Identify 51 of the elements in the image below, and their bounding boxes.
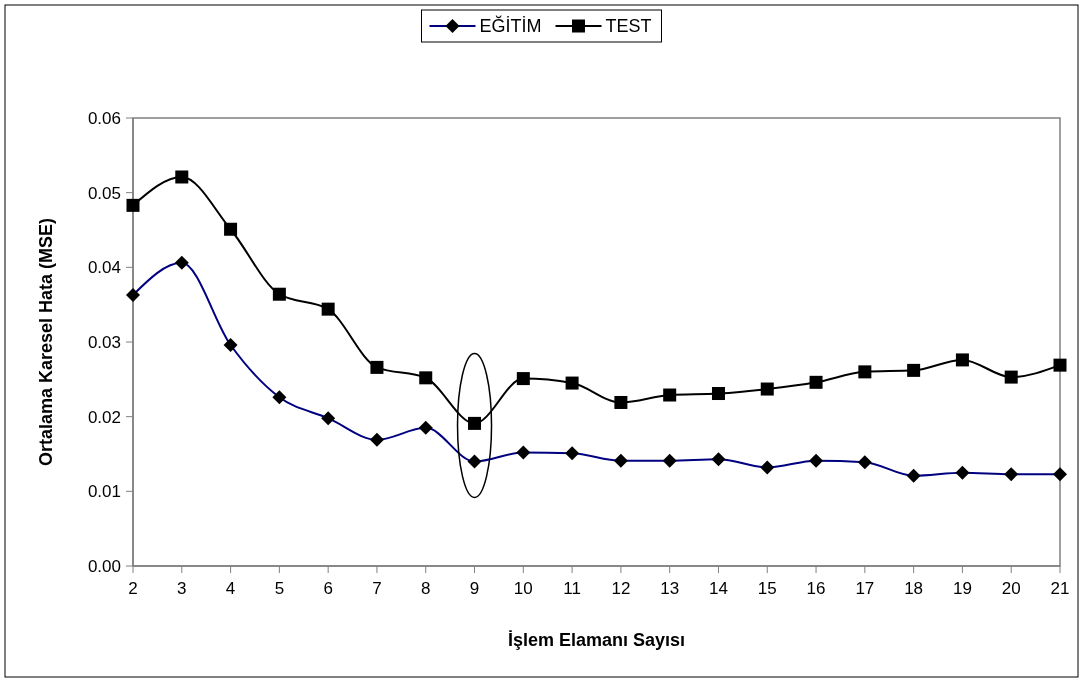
x-tick-label: 15 xyxy=(757,579,777,598)
y-axis-title: Ortalama Karesel Hata (MSE) xyxy=(36,217,56,467)
x-tick-label: 12 xyxy=(611,579,631,598)
point xyxy=(321,302,335,316)
point xyxy=(175,170,189,184)
point xyxy=(370,360,384,374)
point xyxy=(663,388,677,402)
x-tick-label: 14 xyxy=(709,579,728,598)
x-tick-label: 20 xyxy=(1001,579,1021,598)
point xyxy=(1053,358,1067,372)
x-tick-label: 4 xyxy=(225,579,236,598)
y-tick-label: 0.03 xyxy=(87,332,121,352)
x-tick-label: 21 xyxy=(1050,579,1070,598)
x-tick-label: 18 xyxy=(904,579,924,598)
point xyxy=(809,375,823,389)
y-tick-label: 0.04 xyxy=(87,258,121,278)
y-tick-label: 0.01 xyxy=(87,482,121,502)
y-tick-label: 0.02 xyxy=(87,407,121,427)
x-tick-label: 5 xyxy=(274,579,285,598)
x-tick-label: 19 xyxy=(952,579,972,598)
x-tick-label: 7 xyxy=(372,579,382,598)
y-tick-label: 0.05 xyxy=(87,183,121,203)
legend-label: EĞİTİM xyxy=(479,15,542,37)
x-axis-title: İşlem Elamanı Sayısı xyxy=(507,630,686,650)
point xyxy=(272,287,286,301)
x-tick-label: 17 xyxy=(855,579,875,598)
point xyxy=(760,382,774,396)
point xyxy=(565,376,579,390)
point xyxy=(614,395,628,409)
point xyxy=(468,416,482,430)
point xyxy=(516,372,530,386)
point xyxy=(955,353,969,367)
point xyxy=(858,365,872,379)
y-tick-label: 0.00 xyxy=(87,556,121,576)
x-tick-label: 6 xyxy=(323,579,333,598)
x-tick-label: 9 xyxy=(469,579,480,598)
legend-label: TEST xyxy=(605,16,652,37)
x-tick-label: 10 xyxy=(513,579,533,598)
x-tick-label: 16 xyxy=(806,579,826,598)
point xyxy=(126,198,140,212)
x-tick-label: 2 xyxy=(128,579,138,598)
point xyxy=(711,387,725,401)
point xyxy=(1004,370,1018,384)
x-tick-label: 11 xyxy=(563,579,581,598)
y-tick-label: 0.06 xyxy=(87,108,121,128)
point xyxy=(224,222,238,236)
point xyxy=(419,371,433,385)
x-tick-label: 13 xyxy=(660,579,680,598)
x-tick-label: 8 xyxy=(421,579,431,598)
x-tick-label: 3 xyxy=(177,579,187,598)
point xyxy=(907,363,921,377)
